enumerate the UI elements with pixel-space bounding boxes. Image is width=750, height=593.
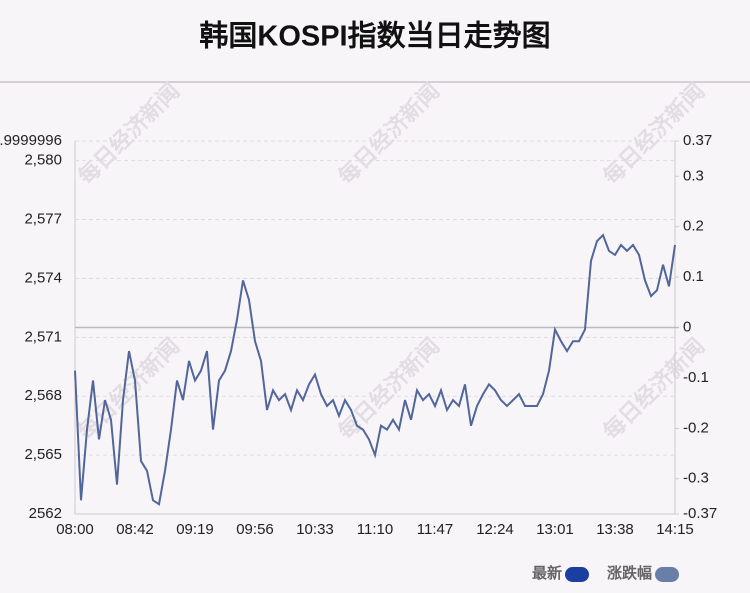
y2-tick-label: 0.3 (683, 167, 704, 184)
y-tick-label: 2562 (29, 505, 62, 522)
x-tick-label: 10:33 (296, 521, 334, 538)
x-tick-label: 13:38 (596, 521, 634, 538)
x-tick-label: 14:15 (656, 521, 694, 538)
y2-tick-label: -0.37 (683, 505, 717, 522)
watermark: 每日经济新闻 (73, 78, 184, 189)
y2-tick-label: 0.2 (683, 218, 704, 235)
legend-label: 最新 (532, 564, 562, 582)
x-tick-label: 09:19 (176, 521, 214, 538)
watermark: 每日经济新闻 (73, 333, 184, 444)
x-tick-label: 12:24 (476, 521, 514, 538)
y2-tick-label: -0.1 (683, 369, 709, 386)
legend-swatch (565, 567, 590, 582)
y2-tick-label: 0.1 (683, 268, 704, 285)
y-tick-label: 2,580 (24, 152, 62, 169)
x-tick-label: 09:56 (236, 521, 274, 538)
y-tick-label: 2,571 (24, 328, 62, 345)
y-tick-label: 2,580.9999996 (0, 132, 62, 149)
x-tick-label: 11:10 (357, 521, 393, 538)
x-tick-label: 11:47 (417, 521, 453, 538)
y2-tick-label: 0.37 (683, 132, 712, 149)
y-tick-label: 2,574 (24, 269, 62, 286)
watermark: 每日经济新闻 (333, 78, 444, 189)
chart-title: 韩国KOSPI指数当日走势图 (199, 20, 550, 53)
y2-tick-label: -0.3 (683, 470, 709, 487)
x-tick-label: 08:42 (116, 521, 154, 538)
y2-tick-label: -0.2 (683, 419, 709, 436)
legend-label: 涨跌幅 (607, 564, 652, 582)
x-tick-label: 08:00 (56, 521, 94, 538)
y-tick-label: 2,568 (24, 387, 62, 404)
legend-swatch (655, 567, 680, 582)
x-tick-label: 13:01 (536, 521, 574, 538)
y-tick-label: 2,565 (24, 446, 62, 463)
y2-tick-label: 0 (683, 318, 691, 335)
y-tick-label: 2,577 (24, 210, 62, 227)
price-line (74, 233, 676, 506)
